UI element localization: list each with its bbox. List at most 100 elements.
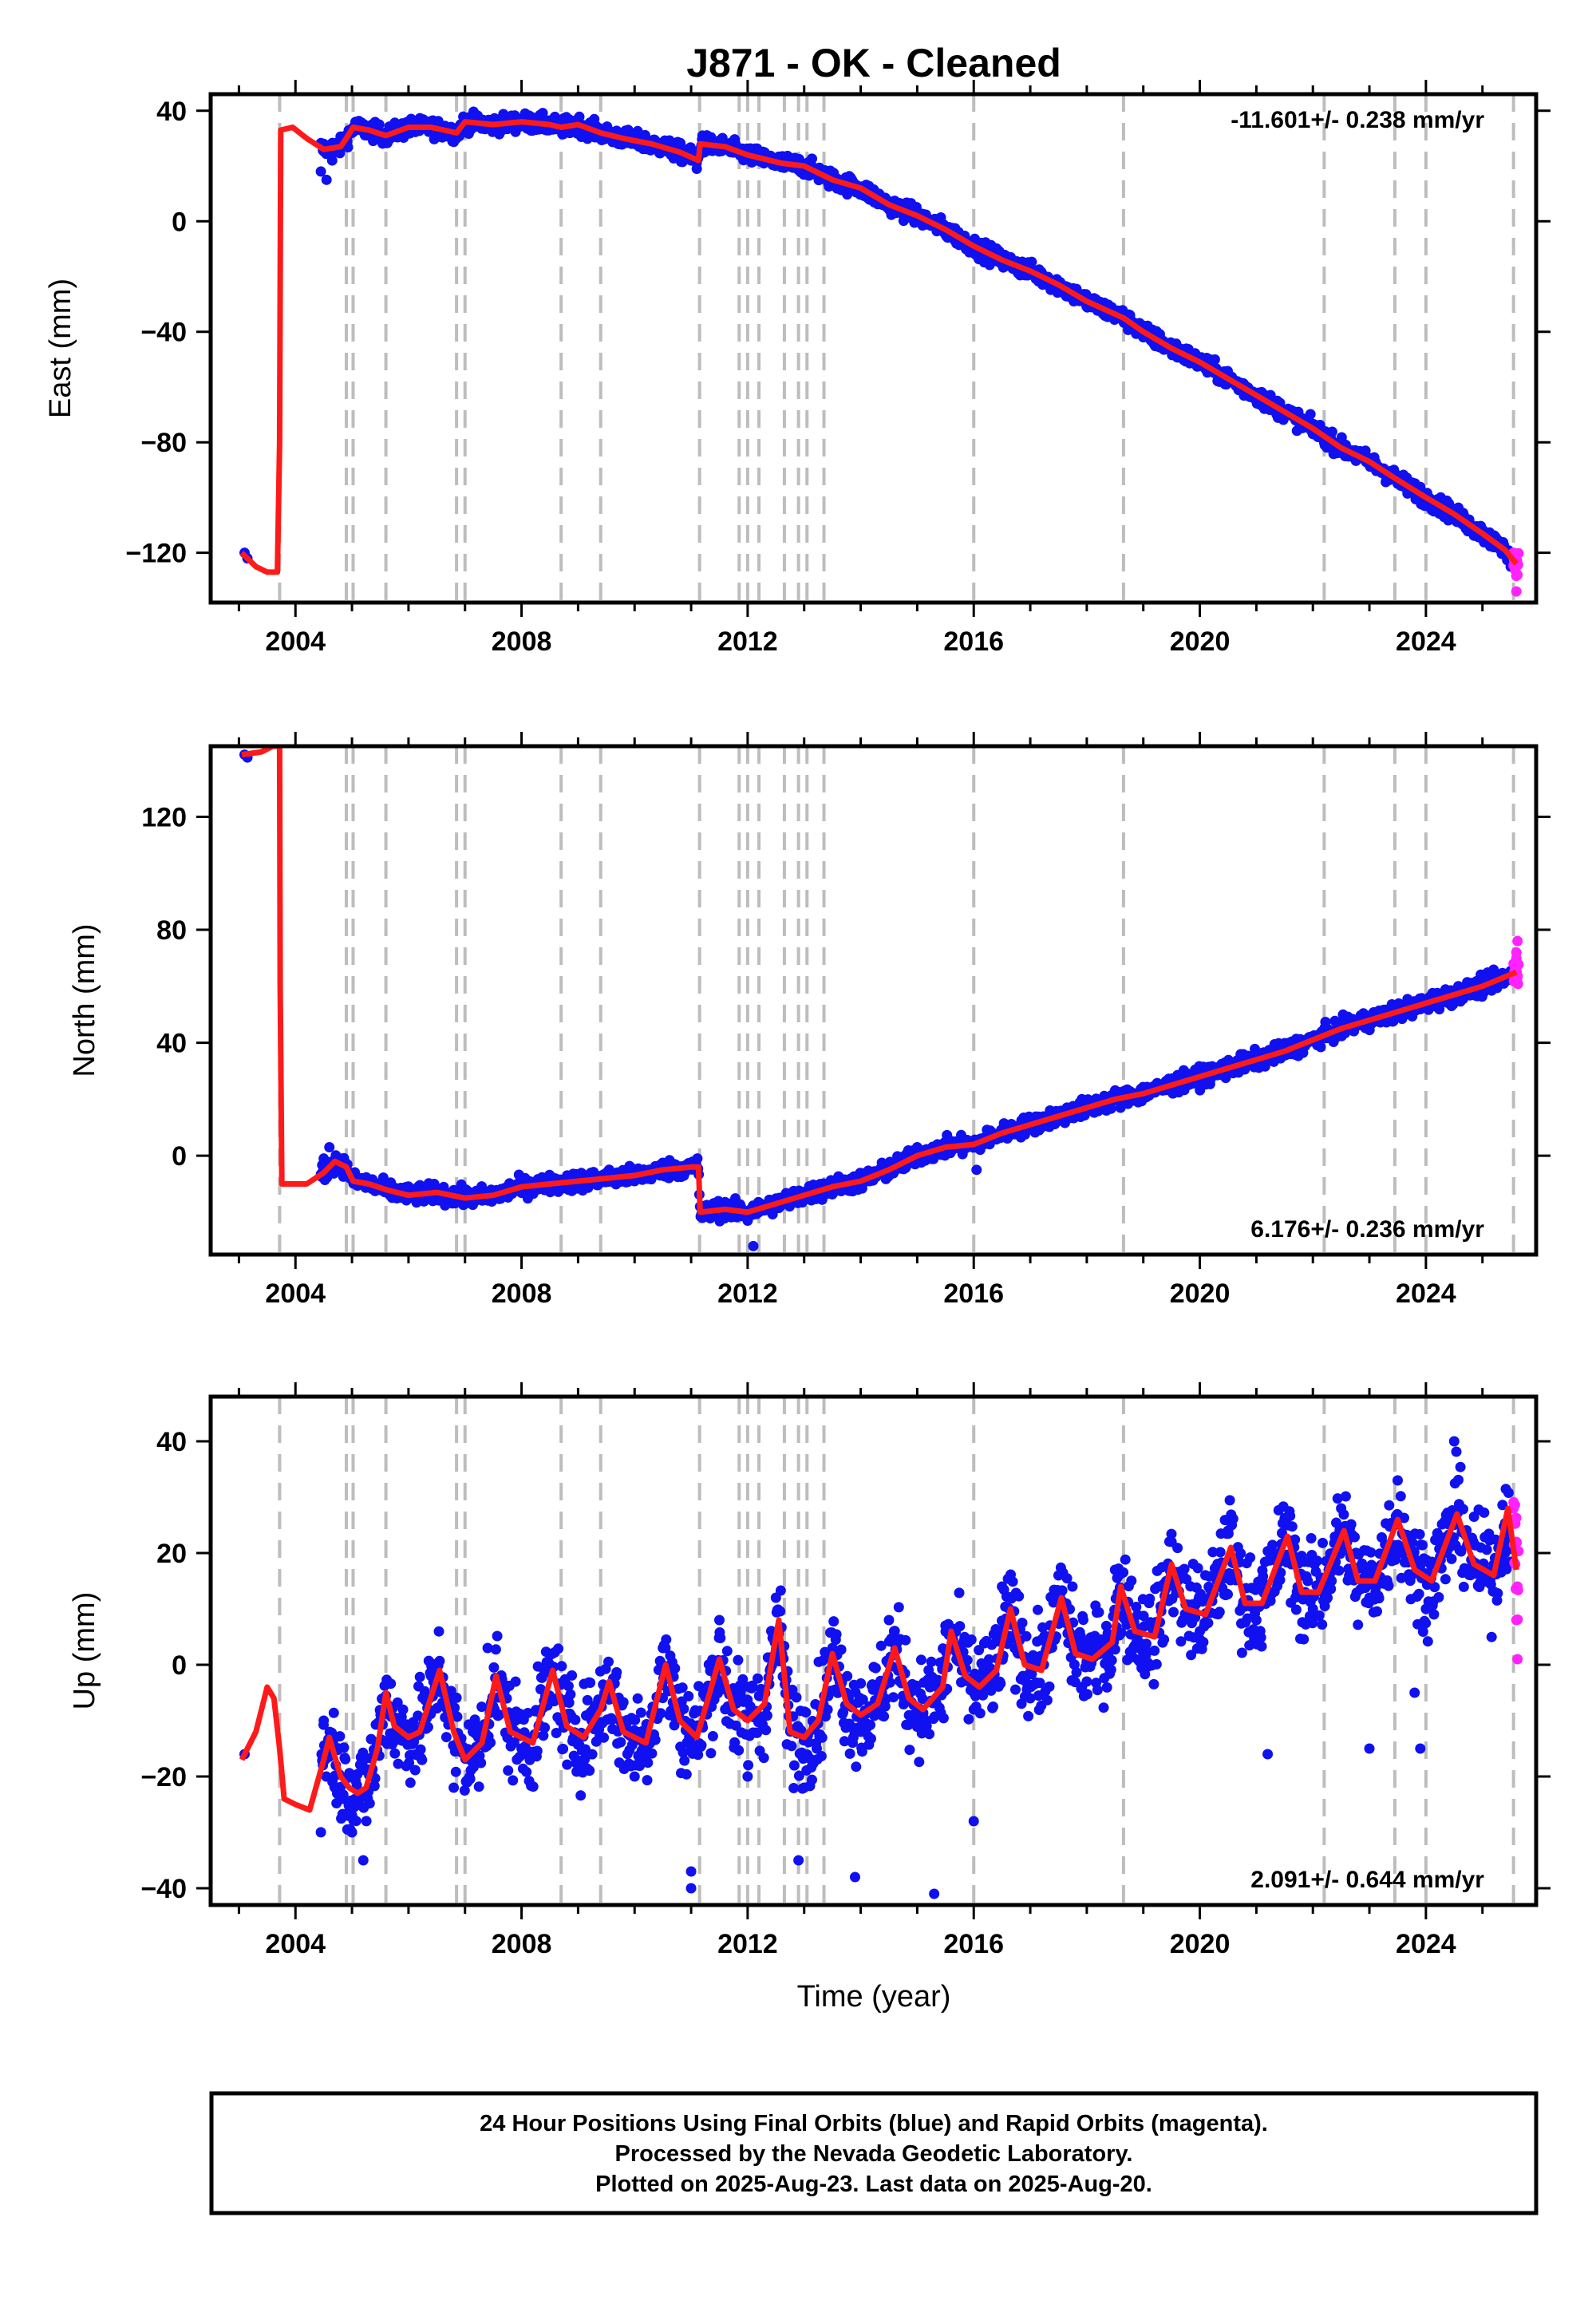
final-orbit-point [679,1755,690,1766]
final-orbit-point [1326,426,1337,437]
final-orbit-point [753,1673,763,1684]
final-orbit-point [788,1783,800,1793]
final-orbit-point [963,1713,974,1725]
event-lines [278,746,1515,1255]
final-orbit-point [729,1737,741,1748]
final-orbit-point [836,1644,847,1655]
final-orbit-point [315,166,326,177]
final-orbit-point [585,1678,596,1688]
final-orbit-point [575,1790,587,1801]
final-orbit-point [635,1707,646,1718]
x-tick-label: 2004 [265,626,326,657]
final-orbit-point [705,1748,717,1759]
final-orbit-point [812,1743,822,1754]
y-axis-label: North (mm) [68,923,101,1077]
final-orbit-point [903,1719,914,1730]
final-orbit-point [415,1744,426,1755]
final-orbit-point [385,1678,397,1690]
final-orbit-point [473,1781,484,1792]
final-orbit-point [450,1766,461,1777]
final-orbit-point [510,1676,521,1687]
final-orbit-point [1069,1659,1080,1670]
final-orbit-point [603,1656,614,1667]
final-orbit-point [409,1765,421,1776]
final-orbit-point [397,1704,409,1715]
final-orbit-point [971,1164,982,1176]
final-orbit-point [315,1827,326,1838]
y-tick-label: 120 [141,802,187,832]
final-orbit-point [954,1621,966,1632]
final-orbit-point [697,1212,708,1223]
y-tick-label: −80 [140,428,187,458]
final-orbit-point [839,1736,850,1747]
final-orbit-point [1082,1689,1093,1700]
final-orbit-point [889,1626,900,1637]
final-orbit-point [392,1697,403,1708]
rate-label: 6.176+/- 0.236 mm/yr [1250,1216,1484,1243]
final-orbit-point [642,1757,654,1769]
final-orbit-point [748,1240,759,1251]
final-orbit-point [393,1758,404,1769]
y-tick-label: 0 [172,207,187,237]
final-orbit-point [856,1746,867,1757]
final-orbit-point [364,1798,375,1809]
final-orbit-point [618,1697,629,1708]
final-orbit-point [1017,1618,1028,1628]
final-orbit-point [464,1773,476,1784]
final-orbit-point [691,163,702,174]
x-tick-label: 2008 [492,626,552,657]
final-orbit-point [582,1694,593,1705]
final-orbit-point [553,1643,564,1654]
final-orbit-point [707,1731,718,1741]
final-orbit-point [584,1765,595,1777]
final-orbit-point [904,1745,915,1756]
final-orbit-point [926,1656,937,1667]
final-orbit-point [737,1674,749,1685]
final-orbit-point [563,1681,574,1692]
y-tick-label: 80 [156,915,187,946]
final-orbit-point [476,1701,488,1713]
final-orbit-point [558,1743,569,1754]
final-orbit-point [915,1654,926,1666]
final-orbit-point [1007,1576,1018,1587]
final-orbit-point [579,1753,591,1765]
final-orbit-point [857,1694,868,1705]
final-orbit-point [598,1732,610,1743]
model-curve [241,746,1518,1215]
final-orbit-point [521,1766,532,1777]
final-orbit-point [697,130,708,141]
y-axis-label: East (mm) [44,279,77,418]
final-orbit-point [962,1654,973,1666]
final-orbit-point [747,1680,758,1691]
final-orbit-point [822,1704,833,1715]
final-orbit-point [646,1748,658,1759]
final-orbit-point [1305,409,1316,420]
final-orbit-point [900,1634,911,1646]
rapid-orbit-point [1513,959,1524,970]
final-orbit-point [503,1765,514,1776]
final-orbit-point [1315,1041,1326,1053]
final-orbit-point [1023,1710,1034,1721]
final-orbit-point [988,1701,998,1712]
final-orbit-point [844,1748,855,1759]
final-orbit-point [615,1737,626,1748]
final-orbit-point [650,1734,661,1745]
final-orbit-point [888,1692,899,1703]
final-orbit-point [527,1781,539,1792]
final-orbit-point [538,1730,549,1741]
rapid-orbit-point [1512,935,1523,947]
final-orbit-point [431,117,442,128]
final-orbit-point [775,1606,786,1617]
rapid-orbit-point [1513,547,1524,559]
final-orbit-point [1041,1694,1053,1705]
final-orbit-point [537,108,548,119]
x-tick-label: 2024 [1396,1279,1456,1309]
final-orbit-point [451,1692,462,1703]
final-orbit-point [866,1733,876,1745]
final-orbit-point [352,1769,363,1780]
final-orbit-point [574,111,585,122]
final-orbit-point [1067,1581,1078,1592]
final-orbit-point [742,1215,753,1227]
